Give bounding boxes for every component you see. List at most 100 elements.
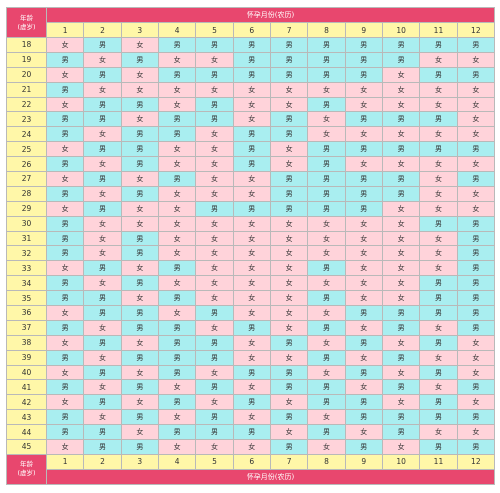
gender-cell: 男 [83, 171, 122, 187]
gender-cell: 女 [381, 439, 421, 455]
gender-cell: 男 [157, 260, 197, 277]
gender-cell: 女 [381, 364, 421, 381]
gender-cell: 女 [45, 141, 85, 158]
gender-cell: 女 [120, 81, 159, 98]
gender-cell: 男 [456, 171, 496, 187]
gender-cell: 男 [195, 96, 234, 113]
gender-cell: 女 [307, 409, 346, 426]
gender-cell: 女 [83, 156, 122, 173]
gender-cell: 女 [344, 275, 383, 292]
gender-cell: 女 [45, 66, 85, 83]
table-row: 38 女男女男男女男女男女男女 [6, 334, 496, 351]
gender-cell: 男 [344, 439, 383, 455]
gender-cell: 女 [344, 290, 383, 307]
gender-cell: 女 [195, 230, 234, 247]
gender-cell: 女 [232, 260, 271, 277]
gender-cell: 女 [120, 394, 159, 411]
gender-cell: 女 [120, 37, 159, 53]
gender-cell: 女 [157, 305, 197, 321]
age-cell: 33 [6, 260, 47, 277]
gender-cell: 男 [269, 171, 309, 187]
gender-cell: 女 [195, 319, 234, 336]
month-title-footer: 怀孕月份(农历) [45, 468, 496, 485]
gender-cell: 男 [269, 379, 309, 396]
gender-cell: 女 [307, 364, 346, 381]
gender-cell: 男 [456, 66, 496, 83]
gender-cell: 女 [456, 185, 496, 202]
gender-cell: 女 [344, 230, 383, 247]
gender-cell: 男 [120, 305, 159, 321]
gender-cell: 男 [83, 66, 122, 83]
gender-cell: 女 [456, 156, 496, 173]
gender-cell: 女 [381, 290, 421, 307]
gender-cell: 男 [456, 305, 496, 321]
table-row: 31 男女男女女女女女女女女男 [6, 230, 496, 247]
gender-cell: 女 [120, 66, 159, 83]
gender-cell: 女 [45, 260, 85, 277]
gender-cell: 男 [456, 260, 496, 277]
gender-cell: 男 [195, 66, 234, 83]
gender-cell: 女 [381, 200, 421, 217]
gender-cell: 男 [120, 275, 159, 292]
table-row: 39 男女男男男女女男女男女女 [6, 349, 496, 366]
gender-cell: 女 [269, 156, 309, 173]
gender-cell: 女 [344, 424, 383, 441]
table-row: 44 男男女男男男女男女男女女 [6, 424, 496, 441]
table-row: 27 女男女男女女男男男男女男 [6, 171, 496, 187]
month-footer-row: 年龄 (虚岁) 1 2 3 4 5 6 7 8 9 10 11 12 [6, 453, 496, 485]
gender-cell: 女 [381, 96, 421, 113]
gender-cell: 男 [45, 290, 85, 307]
gender-cell: 男 [120, 439, 159, 455]
gender-cell: 男 [307, 141, 346, 158]
gender-cell: 男 [307, 379, 346, 396]
gender-cell: 男 [269, 185, 309, 202]
gender-cell: 女 [344, 379, 383, 396]
gender-cell: 男 [157, 349, 197, 366]
gender-cell: 女 [83, 230, 122, 247]
gender-cell: 女 [269, 96, 309, 113]
gender-cell: 男 [195, 349, 234, 366]
gender-cell: 女 [419, 260, 458, 277]
gender-cell: 女 [232, 185, 271, 202]
gender-cell: 女 [456, 126, 496, 143]
gender-cell: 男 [83, 260, 122, 277]
gender-cell: 女 [195, 215, 234, 232]
gender-cell: 男 [344, 364, 383, 381]
gender-cell: 女 [120, 290, 159, 307]
gender-cell: 男 [381, 185, 421, 202]
table-row: 20 女男女男男男男男男女男男 [6, 66, 496, 83]
age-cell: 31 [6, 230, 47, 247]
gender-cell: 女 [269, 305, 309, 321]
gender-cell: 女 [157, 245, 197, 262]
gender-cell: 男 [456, 245, 496, 262]
gender-cell: 男 [232, 364, 271, 381]
gender-cell: 男 [120, 409, 159, 426]
gender-cell: 女 [381, 126, 421, 143]
footer-month-2: 2 [83, 453, 122, 470]
age-cell: 42 [6, 394, 47, 411]
gender-cell: 女 [157, 379, 197, 396]
gender-cell: 女 [456, 424, 496, 441]
age-cell: 43 [6, 409, 47, 426]
gender-cell: 男 [307, 260, 346, 277]
gender-cell: 男 [120, 379, 159, 396]
gender-cell: 女 [344, 349, 383, 366]
gender-cell: 男 [45, 81, 85, 98]
gender-cell: 女 [344, 126, 383, 143]
gender-cell: 男 [83, 37, 122, 53]
gender-cell: 女 [419, 230, 458, 247]
age-cell: 18 [6, 37, 47, 53]
gender-cell: 女 [307, 215, 346, 232]
gender-cell: 女 [307, 305, 346, 321]
gender-cell: 女 [269, 290, 309, 307]
gender-cell: 男 [269, 439, 309, 455]
gender-cell: 男 [307, 156, 346, 173]
gender-cell: 女 [195, 275, 234, 292]
age-cell: 20 [6, 66, 47, 83]
footer-month-1: 1 [45, 453, 85, 470]
table-row: 45 女男男女女女男女男女男男 [6, 439, 496, 455]
gender-cell: 男 [83, 96, 122, 113]
gender-cell: 男 [307, 185, 346, 202]
gender-cell: 女 [307, 111, 346, 128]
footer-month-12: 12 [456, 453, 496, 470]
